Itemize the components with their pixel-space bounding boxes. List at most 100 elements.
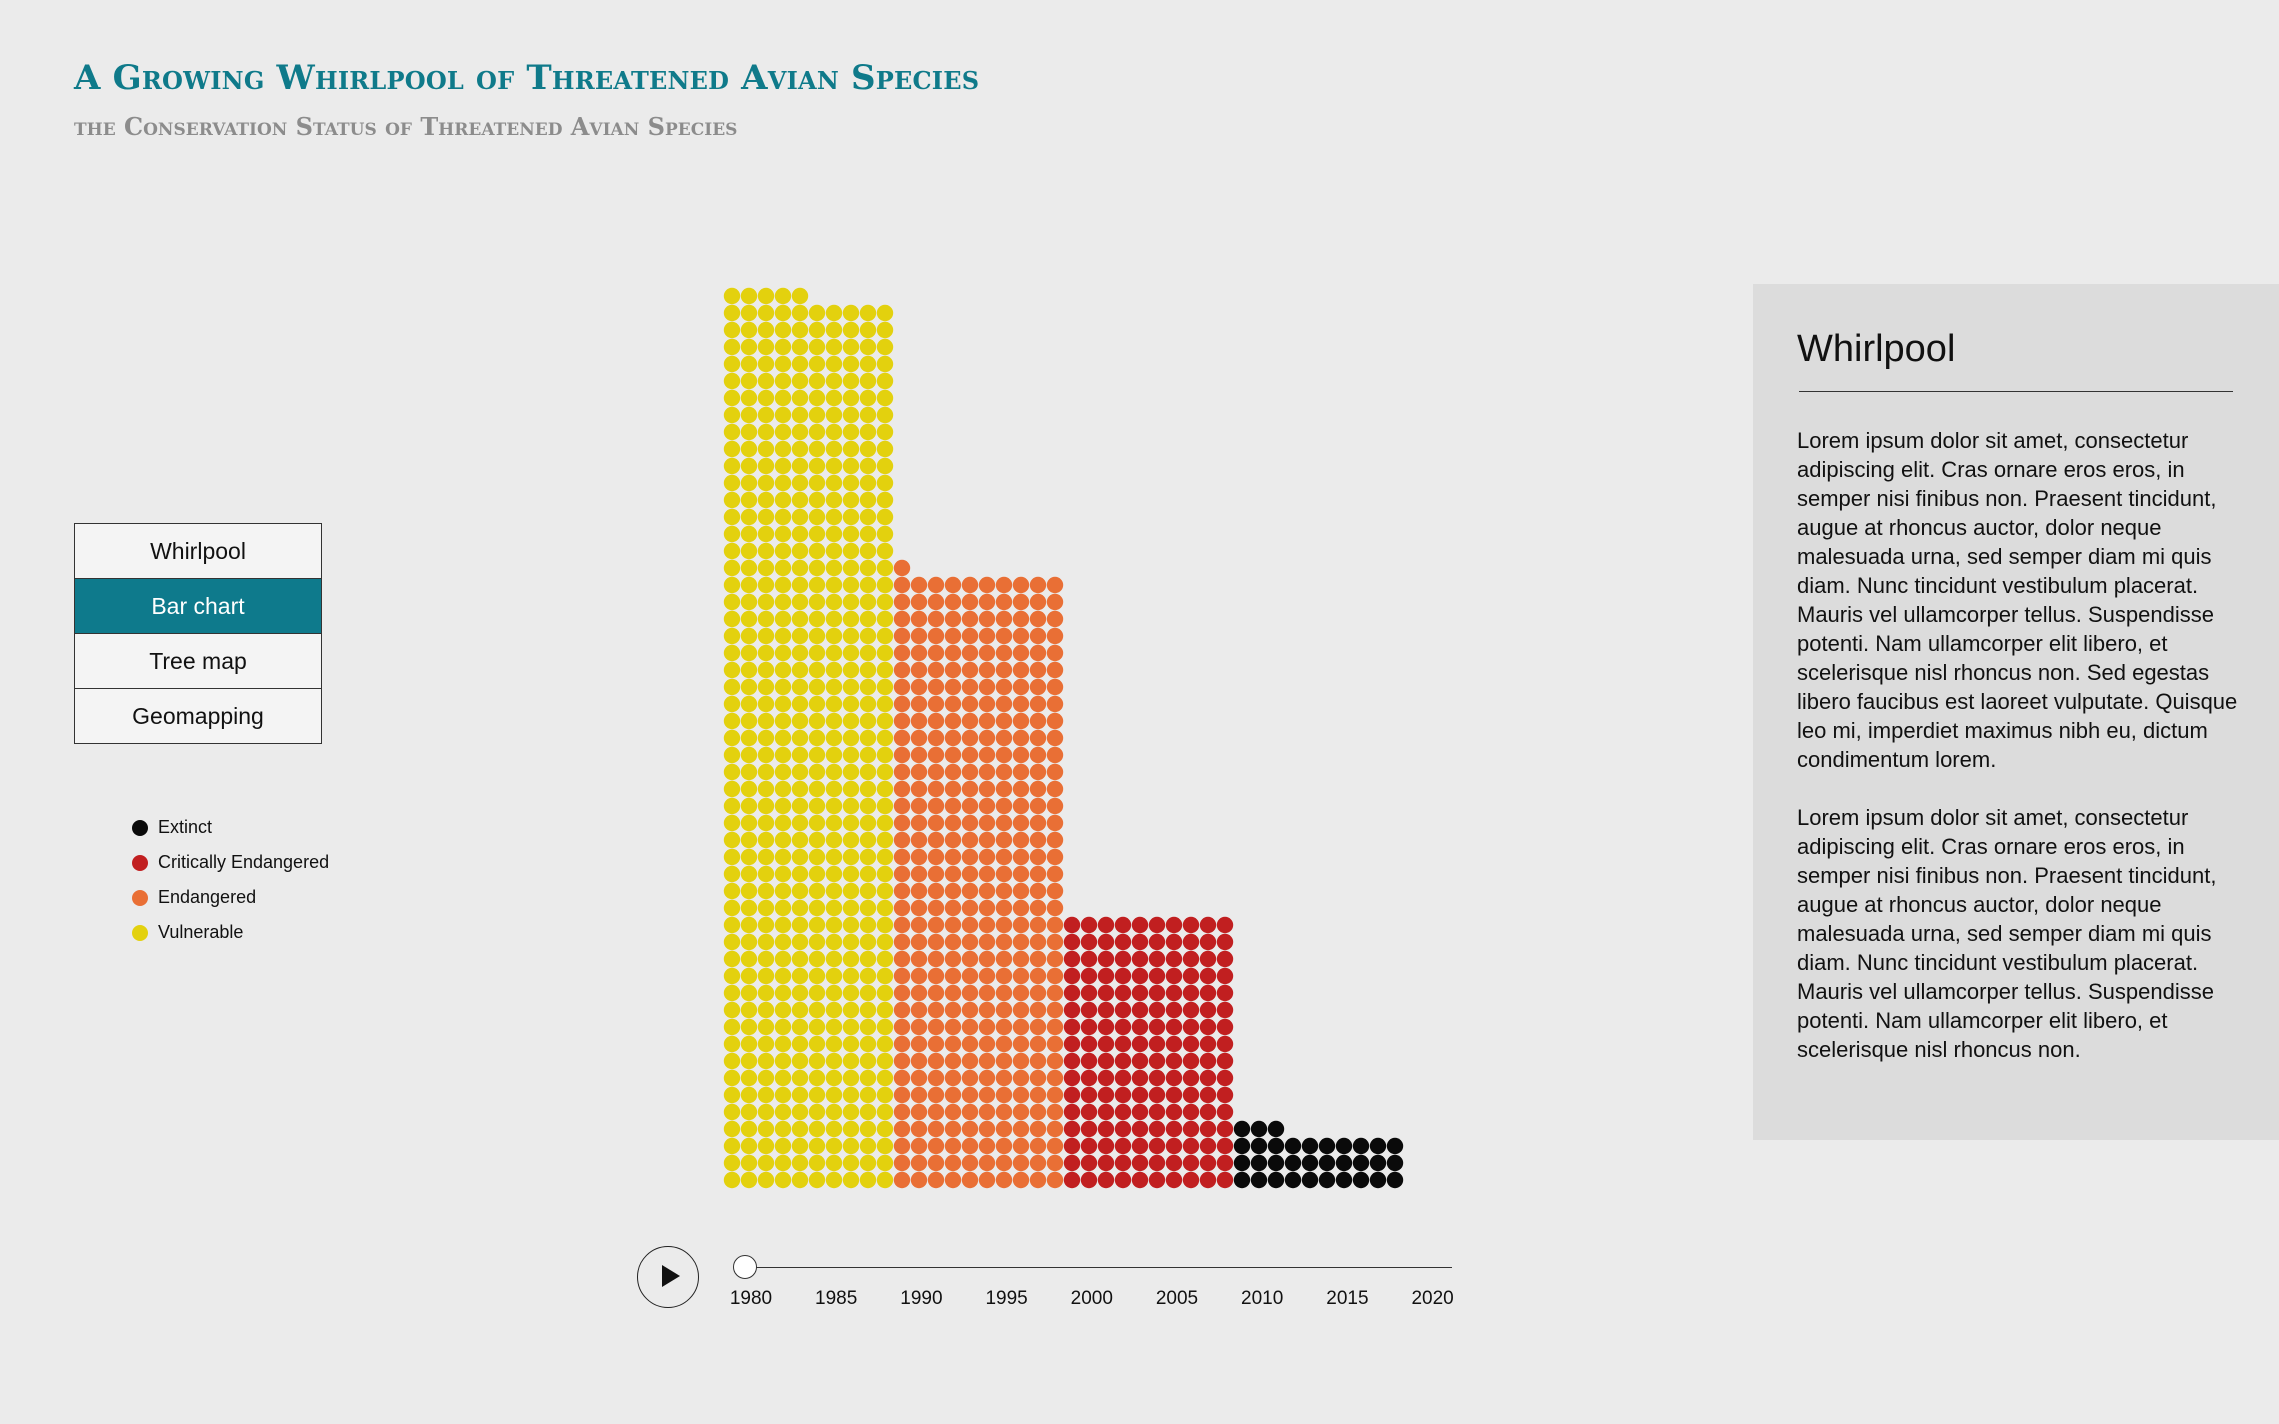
dot-mark xyxy=(1369,1171,1387,1189)
dot-mark xyxy=(842,1086,860,1104)
dot-mark xyxy=(842,593,860,611)
dot-mark xyxy=(1131,984,1149,1002)
dot-mark xyxy=(978,916,996,934)
dot-mark xyxy=(893,661,911,679)
dot-mark xyxy=(842,1001,860,1019)
dot-mark xyxy=(978,678,996,696)
dot-mark xyxy=(978,865,996,883)
dot-mark xyxy=(995,1052,1013,1070)
year-tick-label[interactable]: 1980 xyxy=(729,1288,773,1309)
view-button-bar-chart[interactable]: Bar chart xyxy=(75,578,321,633)
year-tick-label[interactable]: 1985 xyxy=(815,1288,858,1309)
dot-mark xyxy=(1012,814,1030,832)
dot-mark xyxy=(1046,729,1064,747)
dot-mark xyxy=(1046,763,1064,781)
year-tick-label[interactable]: 2000 xyxy=(1070,1288,1113,1309)
dot-mark xyxy=(927,695,945,713)
dot-mark xyxy=(995,882,1013,900)
bar-extinct xyxy=(1233,1120,1404,1189)
dot-mark xyxy=(808,576,826,594)
dot-mark xyxy=(774,610,792,628)
dot-mark xyxy=(1063,1103,1081,1121)
dot-mark xyxy=(893,1120,911,1138)
year-tick-label[interactable]: 2015 xyxy=(1326,1288,1369,1309)
dot-mark xyxy=(842,712,860,730)
dot-mark xyxy=(978,712,996,730)
dot-mark xyxy=(944,763,962,781)
dot-mark xyxy=(757,389,775,407)
dot-mark xyxy=(961,729,979,747)
dot-mark xyxy=(1165,1018,1183,1036)
year-tick-label[interactable]: 2010 xyxy=(1241,1288,1284,1309)
dot-mark xyxy=(791,559,809,577)
dot-mark xyxy=(1063,1171,1081,1189)
year-tick-label[interactable]: 1990 xyxy=(900,1288,943,1309)
dot-mark xyxy=(893,967,911,985)
dot-mark xyxy=(893,610,911,628)
dot-mark xyxy=(808,644,826,662)
dot-mark xyxy=(774,287,792,305)
dot-mark xyxy=(876,1018,894,1036)
dot-mark xyxy=(1029,1035,1047,1053)
dot-mark xyxy=(995,729,1013,747)
dot-mark xyxy=(1148,1035,1166,1053)
dot-mark xyxy=(1131,967,1149,985)
dot-mark xyxy=(876,1052,894,1070)
dot-mark xyxy=(893,627,911,645)
dot-mark xyxy=(1114,1018,1132,1036)
dot-mark xyxy=(859,576,877,594)
dot-mark xyxy=(978,1120,996,1138)
view-button-tree-map[interactable]: Tree map xyxy=(75,633,321,688)
dot-mark xyxy=(876,525,894,543)
dot-mark xyxy=(1046,797,1064,815)
dot-mark xyxy=(791,1120,809,1138)
dot-mark xyxy=(1097,1086,1115,1104)
dot-mark xyxy=(876,576,894,594)
dot-mark xyxy=(842,576,860,594)
dot-mark xyxy=(876,644,894,662)
dot-mark xyxy=(774,678,792,696)
dot-mark xyxy=(740,304,758,322)
timeline-track[interactable] xyxy=(745,1267,1452,1268)
dot-mark xyxy=(808,780,826,798)
play-button[interactable] xyxy=(637,1246,699,1308)
dot-mark xyxy=(774,967,792,985)
dot-mark xyxy=(910,712,928,730)
dot-mark xyxy=(1182,1052,1200,1070)
dot-mark xyxy=(774,950,792,968)
dot-mark xyxy=(774,321,792,339)
dot-mark xyxy=(1301,1171,1319,1189)
view-button-geomapping[interactable]: Geomapping xyxy=(75,688,321,743)
dot-mark xyxy=(910,950,928,968)
dot-mark xyxy=(1182,1120,1200,1138)
dot-mark xyxy=(1012,882,1030,900)
dot-mark xyxy=(740,1086,758,1104)
dot-mark xyxy=(825,440,843,458)
dot-mark xyxy=(1165,1154,1183,1172)
dot-mark xyxy=(1148,1154,1166,1172)
year-tick-label[interactable]: 2020 xyxy=(1411,1288,1454,1309)
dot-mark xyxy=(1063,1035,1081,1053)
year-tick-label[interactable]: 1995 xyxy=(985,1288,1028,1309)
dot-mark xyxy=(774,457,792,475)
year-tick-label[interactable]: 2005 xyxy=(1155,1288,1199,1309)
dot-mark xyxy=(1216,967,1234,985)
dot-mark xyxy=(825,1120,843,1138)
legend-label-endangered: Endangered xyxy=(158,887,257,907)
dot-mark xyxy=(927,984,945,1002)
dot-mark xyxy=(961,967,979,985)
timeline-handle[interactable] xyxy=(733,1255,757,1279)
dot-mark xyxy=(791,729,809,747)
dot-mark xyxy=(791,797,809,815)
dot-mark xyxy=(740,1001,758,1019)
dot-mark xyxy=(961,1086,979,1104)
dot-mark xyxy=(1182,1069,1200,1087)
view-button-whirlpool[interactable]: Whirlpool xyxy=(75,524,321,578)
dot-mark xyxy=(1097,950,1115,968)
dot-mark xyxy=(1029,678,1047,696)
dot-mark xyxy=(961,1018,979,1036)
dot-mark xyxy=(1012,1018,1030,1036)
dot-mark xyxy=(723,627,741,645)
dot-mark xyxy=(1097,916,1115,934)
dot-mark xyxy=(723,372,741,390)
